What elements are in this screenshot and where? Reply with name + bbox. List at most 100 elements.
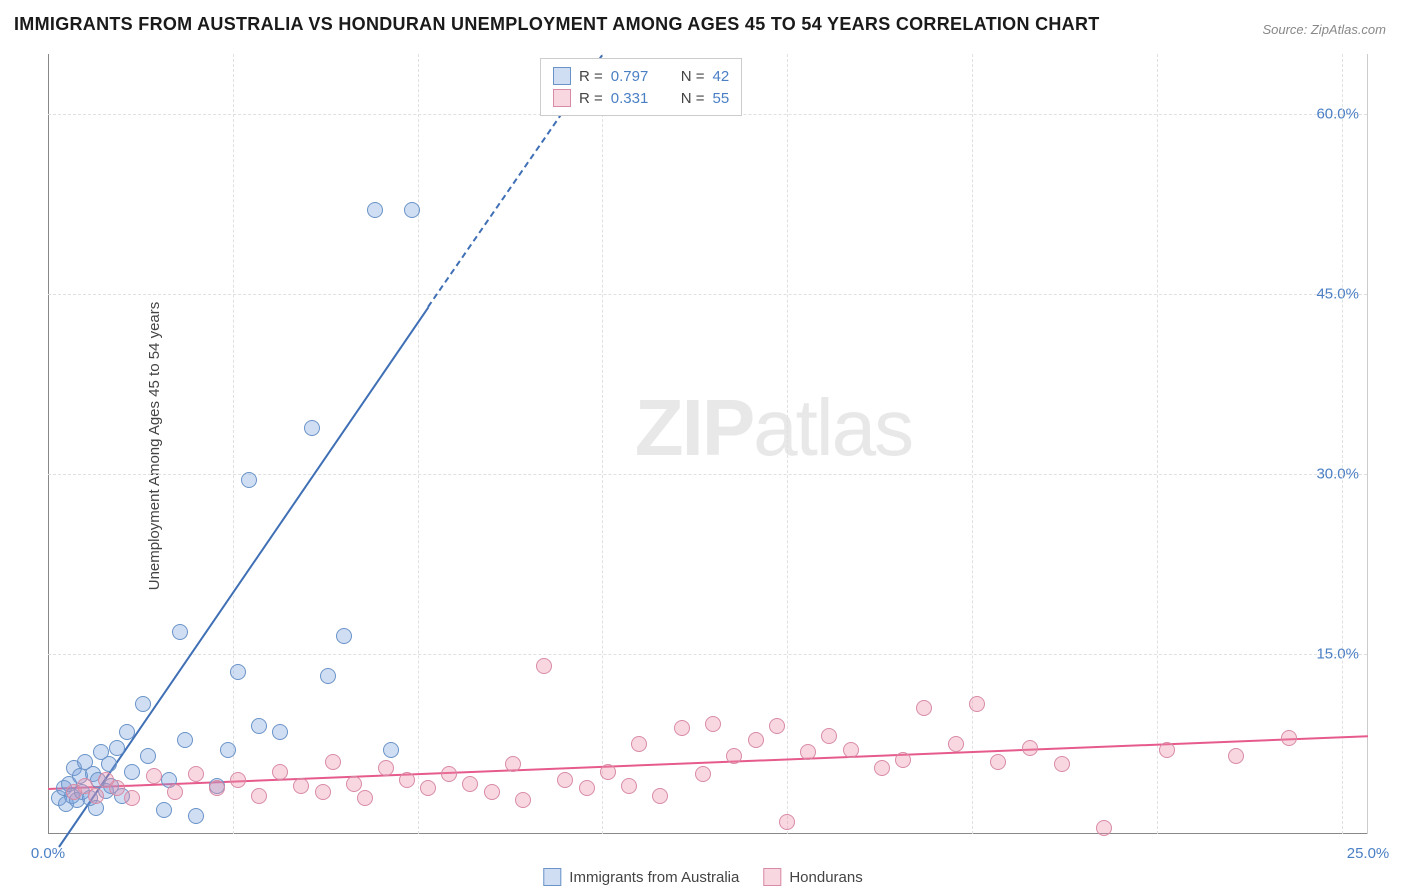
scatter-point — [357, 790, 373, 806]
scatter-point — [621, 778, 637, 794]
scatter-point — [420, 780, 436, 796]
gridline-vertical — [233, 54, 234, 834]
scatter-point — [399, 772, 415, 788]
scatter-point — [124, 764, 140, 780]
plot-area: ZIPatlas 15.0%30.0%45.0%60.0%0.0%25.0% — [48, 54, 1368, 834]
scatter-point — [146, 768, 162, 784]
scatter-point — [484, 784, 500, 800]
stat-row: R = 0.331 N = 55 — [553, 87, 729, 109]
gridline-horizontal — [48, 294, 1367, 295]
scatter-point — [272, 724, 288, 740]
stat-n-value: 55 — [713, 90, 730, 107]
scatter-point — [821, 728, 837, 744]
scatter-point — [188, 766, 204, 782]
scatter-point — [383, 742, 399, 758]
stat-r-value: 0.331 — [611, 90, 663, 107]
scatter-point — [1159, 742, 1175, 758]
y-tick-label: 60.0% — [1316, 106, 1359, 123]
scatter-point — [674, 720, 690, 736]
scatter-point — [140, 748, 156, 764]
scatter-point — [230, 772, 246, 788]
scatter-point — [167, 784, 183, 800]
source-name: ZipAtlas.com — [1311, 22, 1386, 37]
scatter-point — [557, 772, 573, 788]
gridline-vertical — [602, 54, 603, 834]
scatter-point — [990, 754, 1006, 770]
scatter-point — [462, 776, 478, 792]
legend-label: Immigrants from Australia — [569, 869, 739, 886]
scatter-point — [109, 740, 125, 756]
gridline-vertical — [1157, 54, 1158, 834]
scatter-point — [241, 472, 257, 488]
watermark-light: atlas — [753, 383, 912, 472]
scatter-point — [695, 766, 711, 782]
y-tick-label: 15.0% — [1316, 646, 1359, 663]
scatter-point — [251, 718, 267, 734]
scatter-point — [1022, 740, 1038, 756]
legend-swatch — [553, 89, 571, 107]
x-tick-label: 25.0% — [1347, 845, 1390, 862]
scatter-point — [1281, 730, 1297, 746]
scatter-point — [336, 628, 352, 644]
scatter-point — [109, 780, 125, 796]
scatter-point — [874, 760, 890, 776]
scatter-point — [251, 788, 267, 804]
bottom-legend: Immigrants from Australia Hondurans — [543, 868, 862, 886]
scatter-point — [119, 724, 135, 740]
scatter-point — [779, 814, 795, 830]
scatter-point — [631, 736, 647, 752]
scatter-point — [320, 668, 336, 684]
y-tick-label: 45.0% — [1316, 286, 1359, 303]
scatter-point — [705, 716, 721, 732]
scatter-point — [220, 742, 236, 758]
scatter-point — [367, 202, 383, 218]
scatter-point — [272, 764, 288, 780]
gridline-vertical — [787, 54, 788, 834]
scatter-point — [948, 736, 964, 752]
scatter-point — [536, 658, 552, 674]
stat-r-value: 0.797 — [611, 68, 663, 85]
scatter-point — [88, 788, 104, 804]
scatter-point — [1096, 820, 1112, 836]
scatter-point — [177, 732, 193, 748]
scatter-point — [769, 718, 785, 734]
scatter-point — [230, 664, 246, 680]
scatter-point — [156, 802, 172, 818]
scatter-point — [188, 808, 204, 824]
source-attribution: Source: ZipAtlas.com — [1262, 22, 1386, 37]
scatter-point — [1054, 756, 1070, 772]
scatter-point — [209, 780, 225, 796]
legend-item: Hondurans — [763, 868, 862, 886]
scatter-point — [346, 776, 362, 792]
gridline-horizontal — [48, 654, 1367, 655]
scatter-point — [505, 756, 521, 772]
y-axis-line — [48, 54, 49, 834]
scatter-point — [172, 624, 188, 640]
scatter-point — [124, 790, 140, 806]
gridline-vertical — [972, 54, 973, 834]
watermark-bold: ZIP — [635, 383, 753, 472]
gridline-vertical — [1342, 54, 1343, 834]
stat-n-label: N = — [681, 90, 705, 107]
scatter-point — [726, 748, 742, 764]
chart-title: IMMIGRANTS FROM AUSTRALIA VS HONDURAN UN… — [14, 14, 1100, 35]
scatter-point — [515, 792, 531, 808]
scatter-point — [600, 764, 616, 780]
x-axis-line — [48, 833, 1367, 834]
scatter-point — [293, 778, 309, 794]
stat-r-label: R = — [579, 90, 603, 107]
gridline-vertical — [418, 54, 419, 834]
stat-n-label: N = — [681, 68, 705, 85]
correlation-stat-box: R = 0.797 N = 42 R = 0.331 N = 55 — [540, 58, 742, 116]
scatter-point — [652, 788, 668, 804]
x-tick-label: 0.0% — [31, 845, 65, 862]
scatter-point — [579, 780, 595, 796]
scatter-point — [315, 784, 331, 800]
scatter-point — [1228, 748, 1244, 764]
source-prefix: Source: — [1262, 22, 1310, 37]
legend-label: Hondurans — [789, 869, 862, 886]
stat-n-value: 42 — [713, 68, 730, 85]
scatter-point — [404, 202, 420, 218]
watermark: ZIPatlas — [635, 382, 912, 474]
scatter-point — [748, 732, 764, 748]
